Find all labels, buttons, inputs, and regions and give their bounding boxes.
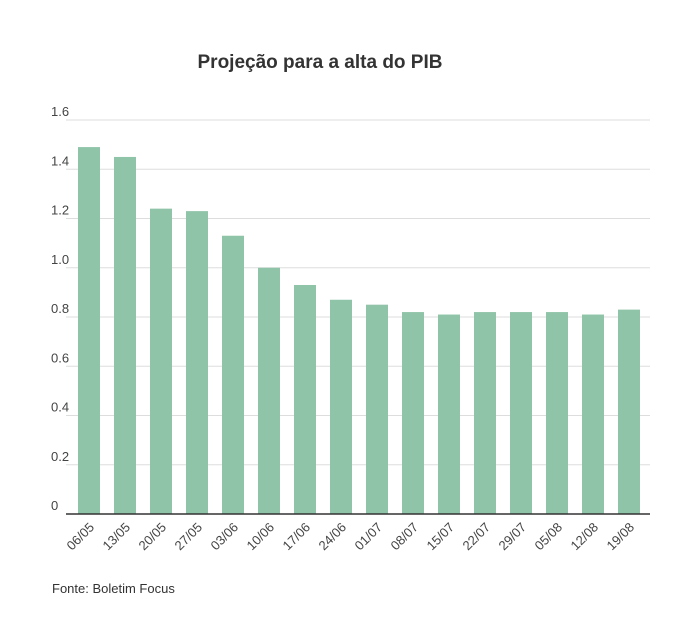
x-tick-label: 05/08 [532, 520, 566, 554]
y-tick-label: 0 [51, 498, 58, 513]
y-tick-label: 0.8 [51, 301, 69, 316]
y-tick-label: 0.2 [51, 449, 69, 464]
bar-08-07 [402, 312, 424, 514]
bar-19-08 [618, 309, 640, 514]
x-tick-label: 01/07 [352, 520, 386, 554]
bar-10-06 [258, 267, 280, 514]
bar-20-05 [150, 208, 172, 514]
x-tick-label: 24/06 [316, 520, 350, 554]
bar-13-05 [114, 156, 136, 514]
y-tick-label: 0.4 [51, 400, 69, 415]
y-tick-label: 1.6 [51, 104, 69, 119]
x-tick-label: 13/05 [100, 520, 134, 554]
x-tick-label: 06/05 [64, 520, 98, 554]
bar-24-06 [330, 299, 352, 514]
y-axis-ticks: 0 0.2 0.4 0.6 0.8 1.0 1.2 1.4 1.6 [51, 104, 69, 513]
x-tick-label: 17/06 [280, 520, 314, 554]
bar-17-06 [294, 284, 316, 514]
source-note: Fonte: Boletim Focus [52, 581, 175, 596]
x-tick-label: 10/06 [244, 520, 278, 554]
bars [78, 147, 640, 515]
x-tick-label: 12/08 [568, 520, 602, 554]
x-tick-label: 22/07 [460, 520, 494, 554]
x-tick-label: 29/07 [496, 520, 530, 554]
chart-title: Projeção para a alta do PIB [197, 52, 443, 73]
x-axis-ticks: 06/05 13/05 20/05 27/05 03/06 10/06 17/06 24/06… [64, 520, 638, 554]
bar-12-08 [582, 314, 604, 514]
bar-03-06 [222, 235, 244, 515]
y-tick-label: 1.2 [51, 203, 69, 218]
x-tick-label: 08/07 [388, 520, 422, 554]
x-tick-label: 19/08 [604, 520, 638, 554]
bar-06-05 [78, 147, 100, 514]
x-tick-label: 03/06 [208, 520, 242, 554]
bar-29-07 [510, 312, 532, 514]
bar-01-07 [366, 304, 388, 514]
bar-27-05 [186, 211, 208, 515]
x-tick-label: 20/05 [136, 520, 170, 554]
bar-15-07 [438, 314, 460, 514]
bar-05-08 [546, 312, 568, 514]
y-tick-label: 1.0 [51, 252, 69, 267]
y-tick-label: 1.4 [51, 153, 69, 168]
y-tick-label: 0.6 [51, 350, 69, 365]
bar-22-07 [474, 312, 496, 514]
x-tick-label: 27/05 [172, 520, 206, 554]
x-tick-label: 15/07 [424, 520, 458, 554]
